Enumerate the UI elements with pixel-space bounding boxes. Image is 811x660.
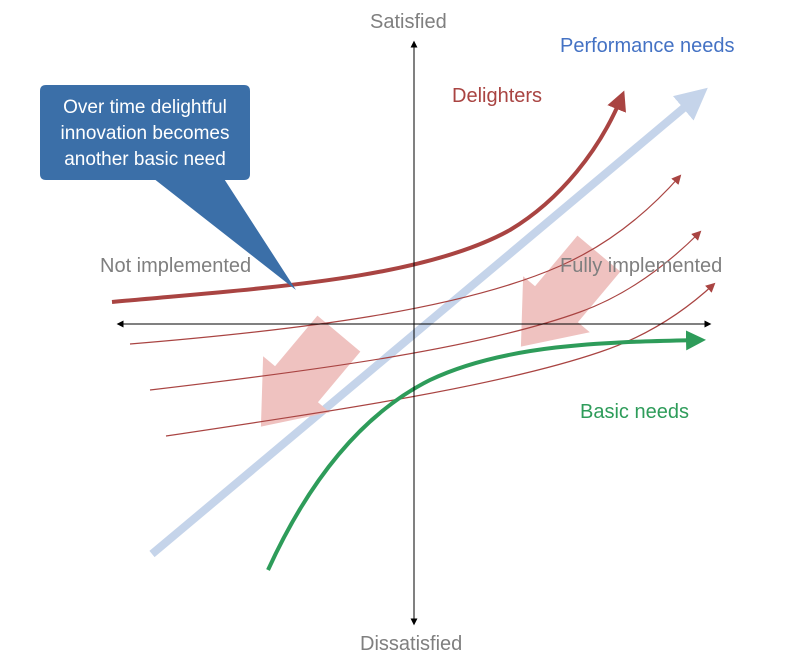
- performance-label: Performance needs: [560, 35, 735, 57]
- callout-line: another basic need: [64, 149, 226, 170]
- axis-label-top: Satisfied: [370, 11, 447, 33]
- kano-diagram: Satisfied Dissatisfied Not implemented F…: [0, 0, 811, 660]
- axis-label-left: Not implemented: [100, 255, 251, 277]
- axis-label-right: Fully implemented: [560, 255, 722, 277]
- callout-line: innovation becomes: [61, 123, 230, 144]
- delighters-label: Delighters: [452, 85, 542, 107]
- axis-label-bottom: Dissatisfied: [360, 633, 462, 655]
- callout-line: Over time delightful: [63, 97, 227, 118]
- basic-needs-label: Basic needs: [580, 401, 689, 423]
